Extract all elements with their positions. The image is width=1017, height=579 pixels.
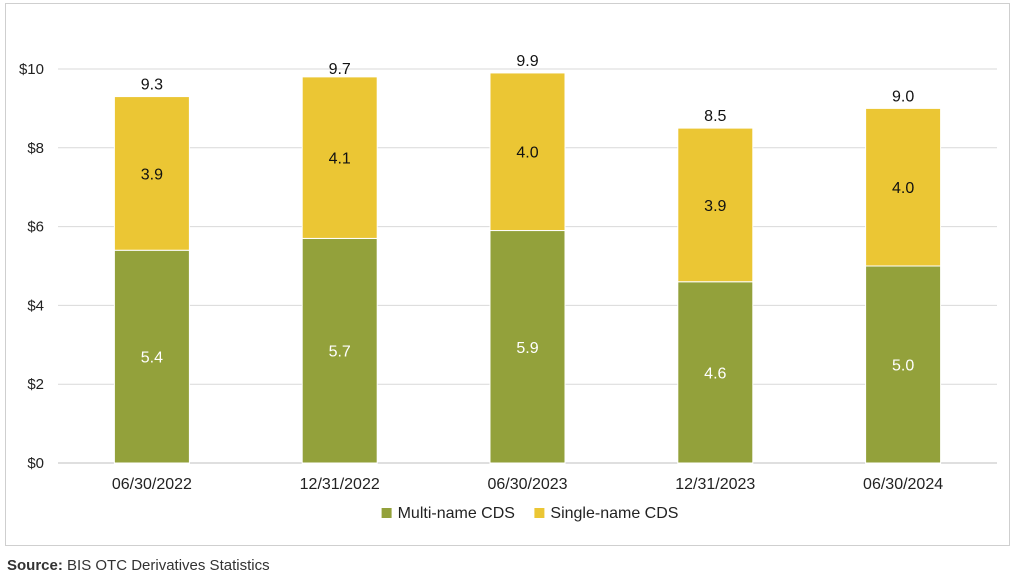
bar-segment <box>865 107 942 267</box>
total-value-label: 8.5 <box>704 108 726 125</box>
bar-segment <box>489 72 566 232</box>
legend-label: Multi-name CDS <box>398 505 515 522</box>
segment-value-label: 4.0 <box>516 145 538 162</box>
bar-segment <box>113 96 190 251</box>
source-note: Source: BIS OTC Derivatives Statistics <box>7 557 270 574</box>
y-tick-label: $4 <box>27 297 44 314</box>
segment-value-label: 5.4 <box>141 350 163 367</box>
x-tick-label: 06/30/2024 <box>863 476 943 493</box>
total-value-label: 9.9 <box>516 53 538 70</box>
total-value-label: 9.3 <box>141 77 163 94</box>
source-label: Source: <box>7 557 63 574</box>
bar-segment <box>677 281 754 464</box>
bar-segment <box>677 127 754 283</box>
legend-swatch <box>381 508 392 518</box>
segment-value-label: 3.9 <box>704 198 726 215</box>
segment-value-label: 4.6 <box>704 365 726 382</box>
legend-label: Single-name CDS <box>550 505 678 522</box>
y-tick-label: $0 <box>27 455 44 472</box>
bars: 5.4 3.9 9.3 5.7 4.1 9.7 5.9 4.0 9.9 4.6 3.9 8.5 5.0 4… <box>113 53 942 464</box>
y-tick-label: $8 <box>27 140 44 157</box>
y-axis: $0 $2 $4 $6 $8 $10 <box>19 61 44 472</box>
y-tick-label: $10 <box>19 61 44 78</box>
segment-value-label: 4.0 <box>892 180 914 197</box>
stacked-bar-chart: $0 $2 $4 $6 $8 $10 5.4 3.9 9.3 5.7 4.1 9.7 5.9 4.0 9.… <box>19 53 997 522</box>
y-tick-label: $6 <box>27 219 44 236</box>
source-text: BIS OTC Derivatives Statistics <box>67 557 270 574</box>
segment-value-label: 5.0 <box>892 358 914 375</box>
legend: Multi-name CDS Single-name CDS <box>381 505 678 522</box>
bar-segment <box>489 230 566 464</box>
bar-segment <box>301 76 378 239</box>
segment-value-label: 3.9 <box>141 166 163 183</box>
segment-value-label: 5.9 <box>516 340 538 357</box>
segment-value-label: 5.7 <box>329 344 351 361</box>
segment-value-label: 4.1 <box>329 151 351 168</box>
total-value-label: 9.0 <box>892 88 914 105</box>
x-tick-label: 12/31/2023 <box>675 476 755 493</box>
bar-segment <box>113 249 190 464</box>
x-tick-label: 06/30/2023 <box>487 476 567 493</box>
bar-segment <box>865 265 942 464</box>
y-tick-label: $2 <box>27 376 44 393</box>
x-axis: 06/30/2022 12/31/2022 06/30/2023 12/31/2023… <box>112 476 943 493</box>
x-tick-label: 12/31/2022 <box>300 476 380 493</box>
total-value-label: 9.7 <box>329 61 351 78</box>
x-tick-label: 06/30/2022 <box>112 476 192 493</box>
legend-swatch <box>534 508 545 518</box>
